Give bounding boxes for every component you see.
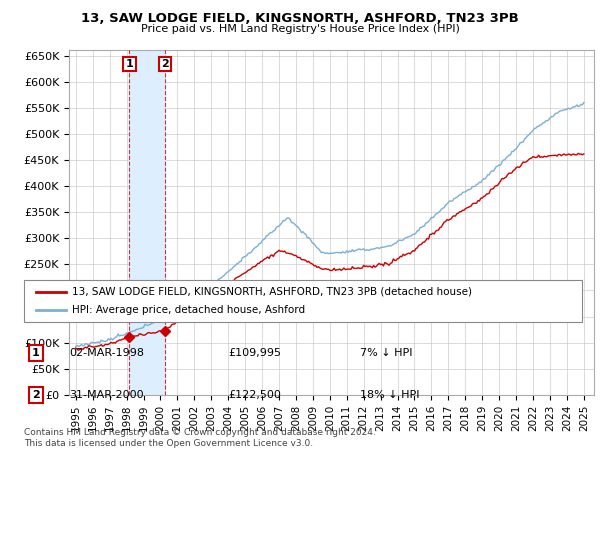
Text: 13, SAW LODGE FIELD, KINGSNORTH, ASHFORD, TN23 3PB (detached house): 13, SAW LODGE FIELD, KINGSNORTH, ASHFORD…: [72, 287, 472, 297]
Text: 1: 1: [32, 348, 40, 358]
Text: 2: 2: [32, 390, 40, 400]
Text: Price paid vs. HM Land Registry's House Price Index (HPI): Price paid vs. HM Land Registry's House …: [140, 24, 460, 34]
Text: 1: 1: [125, 59, 133, 69]
Text: 02-MAR-1998: 02-MAR-1998: [69, 348, 144, 358]
Text: 2: 2: [161, 59, 169, 69]
Text: 7% ↓ HPI: 7% ↓ HPI: [360, 348, 413, 358]
Text: HPI: Average price, detached house, Ashford: HPI: Average price, detached house, Ashf…: [72, 305, 305, 315]
Text: 18% ↓ HPI: 18% ↓ HPI: [360, 390, 419, 400]
Text: £122,500: £122,500: [228, 390, 281, 400]
Text: Contains HM Land Registry data © Crown copyright and database right 2024.
This d: Contains HM Land Registry data © Crown c…: [24, 428, 376, 448]
Text: 13, SAW LODGE FIELD, KINGSNORTH, ASHFORD, TN23 3PB: 13, SAW LODGE FIELD, KINGSNORTH, ASHFORD…: [81, 12, 519, 25]
Text: 31-MAR-2000: 31-MAR-2000: [69, 390, 143, 400]
Text: £109,995: £109,995: [228, 348, 281, 358]
Bar: [130, 50, 164, 395]
